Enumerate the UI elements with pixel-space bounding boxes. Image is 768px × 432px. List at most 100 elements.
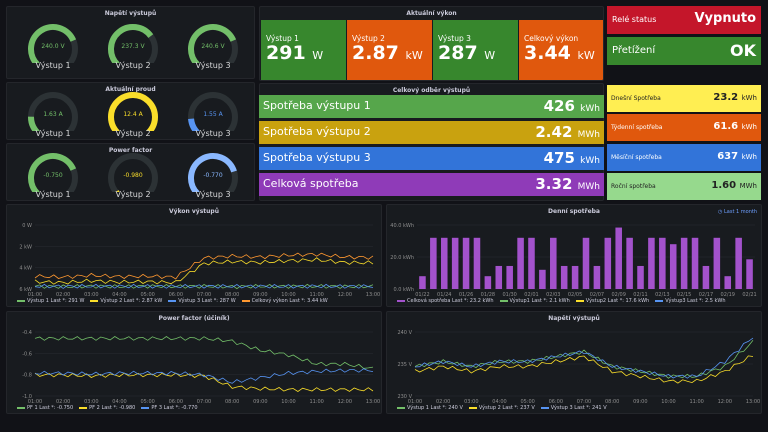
daily-bar <box>746 259 753 289</box>
time-range-badge[interactable]: ◷ Last 1 month <box>718 209 757 215</box>
legend-item[interactable]: Celková spotřeba Last *: 23.2 kWh <box>397 298 494 304</box>
series-line <box>414 355 754 384</box>
series-line <box>34 336 374 369</box>
power-stat-unit: W <box>312 49 324 62</box>
x-tick-label: 04:00 <box>112 399 126 405</box>
legend-item[interactable]: PF 3 Last *: -0.770 <box>141 405 198 411</box>
daily-bar <box>462 237 470 289</box>
daily-bar <box>691 237 699 289</box>
consumption-bar-number: 426 <box>543 97 575 115</box>
gauge-label: Výstup 2 <box>115 190 151 199</box>
gauge: 240.6 V Výstup 3 <box>181 19 245 78</box>
x-tick-label: 09:00 <box>633 399 647 405</box>
legend-item[interactable]: PF 1 Last *: -0.750 <box>17 405 73 411</box>
legend-item[interactable]: Výstup1 Last *: 2.1 kWh <box>499 298 570 304</box>
period-tile-number: 61.6 <box>713 121 739 132</box>
gauge-value: 240.6 V <box>201 43 225 50</box>
legend-item[interactable]: Výstup 3 Last *: 287 W <box>168 298 236 304</box>
gauge-value: 237.3 V <box>121 43 145 50</box>
gauge-label: Výstup 2 <box>115 129 151 138</box>
legend-value: Last *: -0.770 <box>163 405 198 411</box>
legend-swatch <box>540 406 549 409</box>
legend-item[interactable]: Výstup2 Last *: 17.6 kWh <box>575 298 649 304</box>
legend-item[interactable]: Výstup 1 Last *: 291 W <box>17 298 84 304</box>
legend-item[interactable]: Výstup 2 Last *: 2.87 kW <box>90 298 162 304</box>
consumption-bar-unit: MWh <box>577 130 600 140</box>
period-tile: Měsíční spotřeba 637 kWh <box>607 144 761 171</box>
series-line <box>34 257 374 285</box>
current-power-panel: Aktuální výkon Výstup 1 291 W Výstup 2 2.87… <box>259 6 604 81</box>
x-tick-label: 10:00 <box>281 292 295 298</box>
panel-title: Celkový odběr výstupů <box>392 87 471 94</box>
gauge-arc <box>188 153 237 192</box>
gauge-value: 1.55 A <box>203 111 223 118</box>
gauge-value: -0.770 <box>203 172 223 179</box>
legend-value: Last *: 287 W <box>201 298 236 304</box>
consumption-bar-label: Celková spotřeba <box>263 177 359 190</box>
consumption-bar: Spotřeba výstupu 3 475 kWh <box>259 147 604 170</box>
power-stat-number: 2.87 <box>352 42 399 64</box>
gauge-row: -0.750 Výstup 1 -0.980 Výstup 2 -0.770 Výstup… <box>7 148 254 200</box>
power-stat-number: 287 <box>438 42 478 64</box>
y-tick-label: 40.0 kWh <box>390 223 414 229</box>
x-tick-label: 07:00 <box>197 292 211 298</box>
legend-swatch <box>575 299 584 302</box>
consumption-bar-label: Spotřeba výstupu 2 <box>263 125 371 138</box>
legend-value: Last *: 3.44 kW <box>289 298 328 304</box>
y-tick-label: -0.6 <box>22 351 32 357</box>
gauge: -0.770 Výstup 3 <box>181 148 245 200</box>
daily-bar <box>528 237 535 289</box>
series-line <box>34 283 374 289</box>
period-tile-unit: MWh <box>739 182 757 190</box>
power-stat-number: 291 <box>266 42 306 64</box>
legend-item[interactable]: Výstup 1 Last *: 240 V <box>397 405 463 411</box>
x-tick-label: 03:00 <box>84 292 98 298</box>
x-tick-label: 13:00 <box>746 399 760 405</box>
legend-item[interactable]: Výstup 2 Last *: 237 V <box>468 405 535 411</box>
power-stat-unit: W <box>484 49 496 62</box>
x-tick-label: 02:00 <box>56 399 70 405</box>
gauge-arc <box>28 153 77 192</box>
gauge-label: Výstup 1 <box>35 129 71 138</box>
x-tick-label: 06:00 <box>169 399 183 405</box>
relay-status-value: Vypnuto <box>694 11 757 26</box>
y-tick-label: -1.0 <box>22 394 32 400</box>
gauge-arc-icon <box>108 153 158 192</box>
power-stat-number: 3.44 <box>524 42 571 64</box>
gauge-value: 12.4 A <box>123 111 143 118</box>
series-line <box>414 340 754 379</box>
x-tick-label: 02/19 <box>721 292 735 298</box>
gauge-arc <box>108 153 158 192</box>
gauge-arc <box>188 24 237 63</box>
gauge: 237.3 V Výstup 2 <box>101 19 165 78</box>
current-gauge-panel: Aktuální proud 1.63 A Výstup 1 12.4 A Výstu… <box>6 82 255 140</box>
x-tick-label: 10:00 <box>661 399 675 405</box>
gauge-arc-icon <box>188 92 238 131</box>
period-tile-unit: kWh <box>741 94 757 102</box>
x-tick-label: 09:00 <box>253 399 267 405</box>
gauge-label: Výstup 2 <box>115 61 151 70</box>
power-stat-label: Výstup 1 <box>266 34 299 43</box>
legend-item[interactable]: PF 2 Last *: -0.980 <box>79 405 135 411</box>
x-tick-label: 02/15 <box>677 292 691 298</box>
power-stat-unit: kW <box>577 49 595 62</box>
relay-status-tile: Relé status Vypnuto <box>607 6 761 34</box>
legend-item[interactable]: Výstup3 Last *: 2.5 kWh <box>655 298 726 304</box>
voltage-gauge-panel: Napětí výstupů 240.0 V Výstup 1 237.3 V Výs… <box>6 6 255 79</box>
legend-item[interactable]: Výstup 3 Last *: 241 V <box>540 405 607 411</box>
daily-bar <box>637 265 644 289</box>
legend-item[interactable]: Celkový výkon Last *: 3.44 kW <box>241 298 328 304</box>
x-tick-label: 01/22 <box>415 292 429 298</box>
legend-swatch <box>499 299 508 302</box>
legend-name: Výstup 1 <box>407 405 429 411</box>
power-stat-value: 2.87 kW <box>352 42 423 64</box>
legend-swatch <box>168 299 177 302</box>
gauge: 240.0 V Výstup 1 <box>21 19 85 78</box>
gauge-value: 240.0 V <box>41 43 65 50</box>
voltage-chart-panel: Napětí výstupů 240 V 235 V 230 V 01:00 02:00… <box>386 311 762 414</box>
power-stat: Výstup 2 2.87 kW <box>347 20 432 80</box>
x-tick-label: 06:00 <box>549 399 563 405</box>
x-tick-label: 04:00 <box>112 292 126 298</box>
daily-bar <box>550 237 557 289</box>
